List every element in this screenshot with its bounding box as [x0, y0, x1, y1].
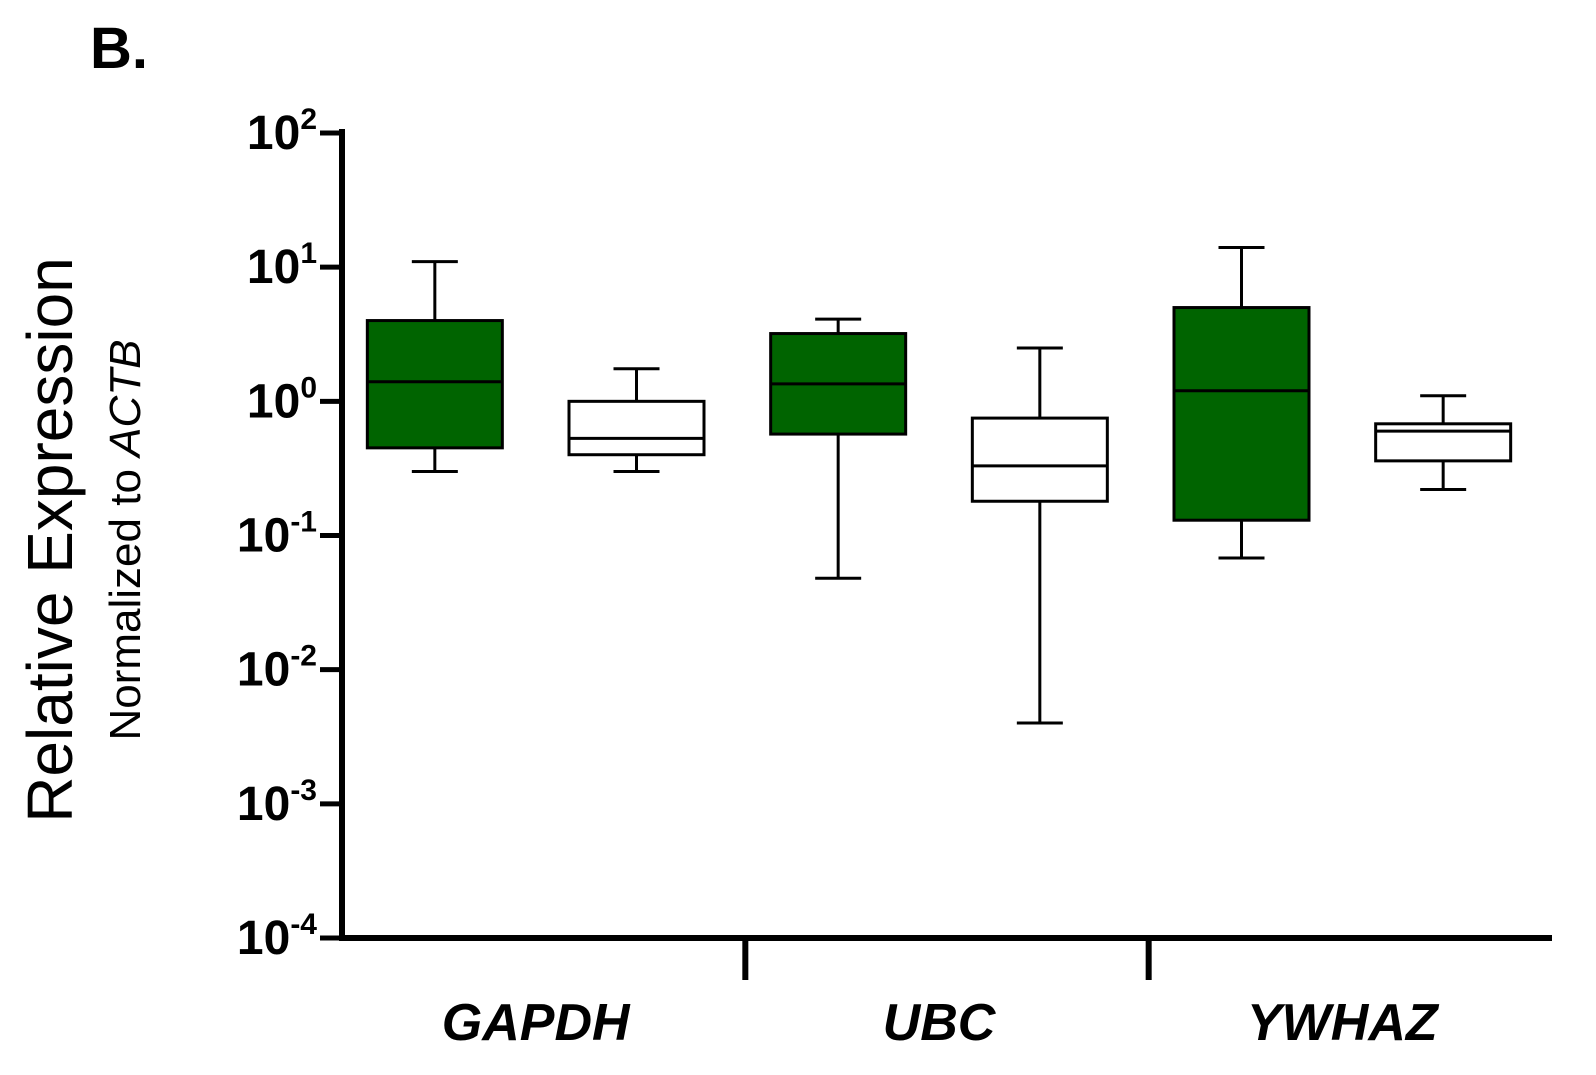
y-tick-exponent: -2	[290, 640, 317, 673]
box-iqr	[1374, 422, 1513, 463]
box-ubc-open	[970, 346, 1109, 725]
box-ywhaz-filled	[1172, 246, 1311, 560]
x-category-label: GAPDH	[442, 994, 631, 1052]
y-tick-base: 10	[247, 375, 300, 428]
y-tick-exponent: -4	[290, 908, 317, 941]
box-iqr	[1172, 306, 1311, 522]
axes	[339, 129, 1552, 980]
y-tick-exponent: 1	[300, 237, 317, 270]
y-axis-title-group: Relative Expression Normalized to ACTB	[14, 257, 150, 823]
y-axis-subtitle-prefix: Normalized to	[101, 457, 150, 741]
box-iqr	[365, 319, 504, 450]
y-tick-label: 10-2	[237, 640, 317, 697]
y-tick-exponent: -3	[290, 774, 317, 807]
y-axis-title: Relative Expression	[14, 257, 86, 823]
y-tick-label: 10-4	[237, 908, 317, 965]
x-category-label: YWHAZ	[1247, 994, 1440, 1052]
y-tick-exponent: 2	[300, 103, 317, 136]
y-axis-subtitle-gene: ACTB	[101, 339, 150, 459]
y-tick-base: 10	[247, 107, 300, 160]
category-labels: GAPDH UBC YWHAZ	[442, 994, 1440, 1052]
y-tick-label: 10-1	[237, 506, 317, 563]
y-tick-base: 10	[237, 778, 290, 831]
y-tick-base: 10	[237, 510, 290, 563]
box-iqr	[567, 399, 706, 457]
y-axis-subtitle: Normalized to ACTB	[101, 339, 150, 740]
y-tick-label: 10-3	[237, 774, 317, 831]
y-tick-label: 101	[247, 237, 317, 294]
y-tick-exponent: 0	[300, 371, 317, 404]
box-ywhaz-open	[1374, 394, 1513, 492]
box-ubc-filled	[769, 317, 908, 580]
x-category-label: UBC	[883, 994, 997, 1052]
y-tick-base: 10	[247, 241, 300, 294]
boxes	[365, 246, 1513, 725]
box-gapdh-filled	[365, 260, 504, 473]
y-tick-exponent: -1	[290, 506, 317, 539]
box-gapdh-open	[567, 367, 706, 473]
y-tick-label: 100	[247, 371, 317, 428]
box-iqr	[970, 416, 1109, 503]
y-tick-label: 102	[247, 103, 317, 160]
panel-label: B.	[90, 16, 148, 81]
y-tick-base: 10	[237, 912, 290, 965]
y-tick-base: 10	[237, 644, 290, 697]
